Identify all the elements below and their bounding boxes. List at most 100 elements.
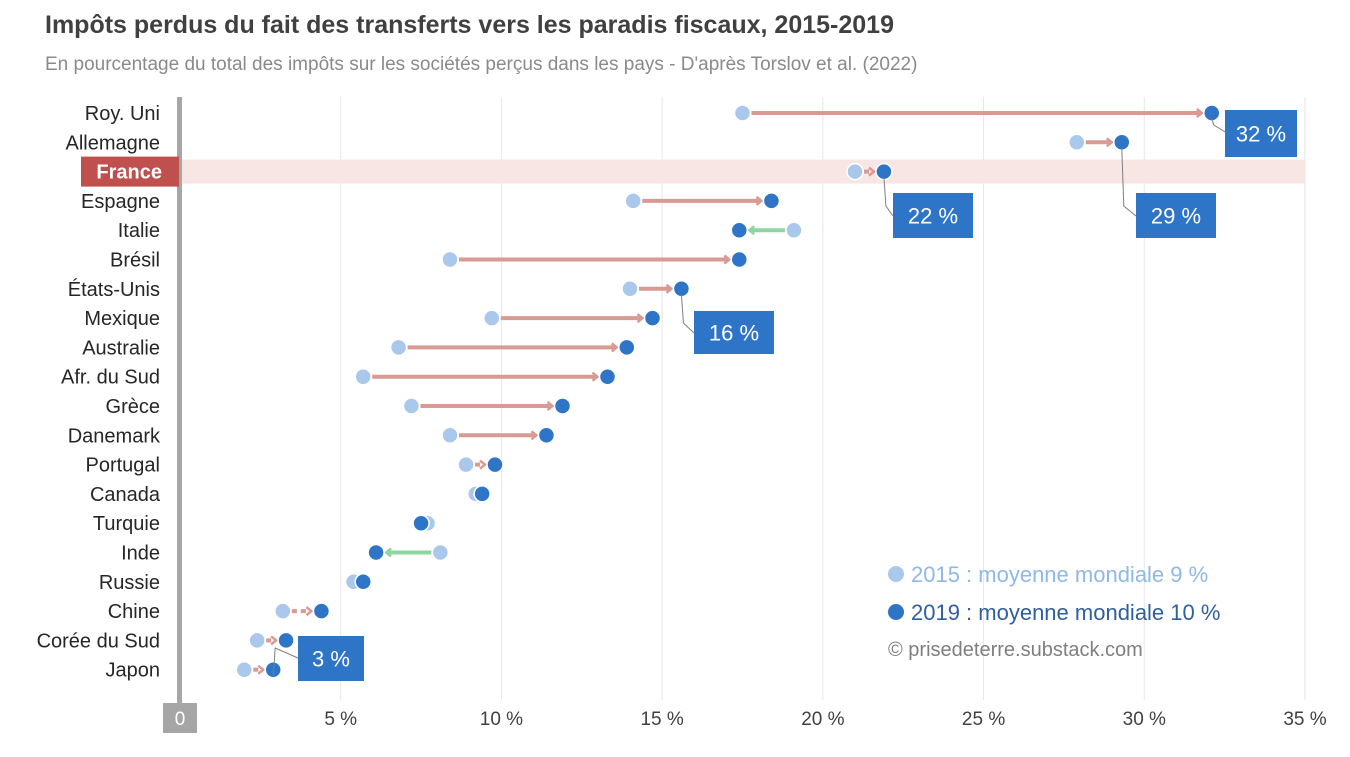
country-label: Allemagne	[65, 132, 160, 154]
point-2019	[875, 162, 893, 181]
point-2015	[457, 455, 475, 474]
callout-box	[893, 193, 973, 238]
point-2019	[672, 280, 691, 298]
point-2015	[624, 192, 642, 210]
legend-label-2019: 2019 : moyenne mondiale 10 %	[911, 600, 1220, 625]
highlight-band	[182, 159, 1305, 184]
arrow-head	[723, 254, 732, 265]
country-labels: Roy. Uni Allemagne France Espagne Italie Brés…	[37, 103, 179, 682]
x-axis-ticks: 0 5 % 10 % 15 % 20 % 25 % 30 % 35 %	[163, 703, 1327, 733]
arrow-head	[1106, 137, 1114, 148]
point-2015	[733, 104, 752, 122]
point-2019	[312, 602, 331, 620]
point-2015	[235, 660, 254, 679]
callout-label: 32 %	[1236, 122, 1286, 147]
point-2019	[486, 455, 504, 474]
point-2019	[473, 485, 491, 503]
point-2015	[402, 397, 421, 415]
legend-label-2015: 2015 : moyenne mondiale 9 %	[911, 562, 1208, 587]
country-label: États-Unis	[68, 278, 160, 301]
y-axis-line	[177, 97, 182, 703]
country-label: Afr. du Sud	[61, 367, 160, 389]
callout-box	[298, 636, 364, 681]
point-2019	[730, 250, 749, 269]
callout-leader	[1121, 148, 1137, 217]
country-label: Canada	[90, 484, 161, 506]
arrow-head	[665, 283, 674, 294]
country-label: Espagne	[81, 191, 160, 213]
arrow-head	[530, 430, 539, 441]
country-label: Australie	[82, 337, 160, 359]
point-2019	[618, 338, 636, 357]
legend-marker-2019	[888, 604, 904, 620]
tick-label: 10 %	[480, 709, 523, 730]
point-2015	[354, 367, 372, 386]
callout-label: 16 %	[709, 321, 759, 346]
legend-marker-2015	[888, 566, 904, 582]
country-label: France	[96, 162, 162, 184]
arrow-head	[270, 635, 279, 646]
callout-box	[1136, 193, 1216, 238]
point-2015	[621, 280, 639, 298]
callout-box	[694, 311, 774, 354]
country-label: Mexique	[84, 308, 160, 330]
point-2015	[441, 426, 459, 445]
point-2015	[1068, 133, 1086, 152]
tick-label: 5 %	[324, 709, 357, 730]
point-2019	[553, 397, 572, 415]
point-2015	[248, 631, 266, 650]
country-label: Russie	[99, 572, 160, 594]
legend: 2015 : moyenne mondiale 9 % 2019 : moyen…	[888, 562, 1220, 661]
highlight-band-row	[182, 159, 1305, 184]
highlight-label-box	[81, 156, 179, 187]
arrow-head	[755, 195, 764, 206]
point-2015	[389, 338, 408, 357]
point-2015	[274, 602, 292, 620]
point-2015	[785, 221, 803, 239]
arrow-head	[1196, 108, 1204, 118]
point-2019	[537, 426, 556, 445]
country-label: Roy. Uni	[85, 103, 160, 125]
zero-label-box	[163, 703, 197, 733]
tick-label: 25 %	[962, 709, 1005, 730]
country-label: Brésil	[110, 250, 160, 272]
country-label: Corée du Sud	[37, 630, 160, 652]
callout-box	[1225, 110, 1297, 157]
arrow-head	[868, 166, 876, 177]
point-2019	[762, 192, 781, 210]
point-2019	[1113, 133, 1131, 152]
tick-label: 20 %	[801, 709, 844, 730]
callouts: 32 % 29 % 22 % 16 % 3 %	[272, 110, 1297, 681]
point-2019	[354, 573, 372, 591]
country-label: Italie	[118, 220, 160, 242]
arrow-head	[747, 225, 756, 236]
dumbbell-marks	[235, 104, 1221, 679]
point-2019	[730, 221, 749, 239]
point-2015	[441, 250, 459, 269]
callout-label: 3 %	[312, 647, 350, 672]
point-2019	[367, 543, 385, 562]
arrow-head	[257, 664, 266, 675]
country-label: Japon	[106, 660, 161, 682]
callout-leader	[1211, 118, 1231, 136]
country-label: Inde	[121, 543, 160, 565]
arrow-head	[636, 313, 645, 324]
callout-leader	[272, 647, 299, 676]
arrow-head	[479, 459, 488, 470]
country-label: Grèce	[106, 396, 160, 418]
arrow-head	[591, 371, 600, 382]
point-2019	[412, 514, 430, 532]
country-label: Turquie	[93, 513, 160, 535]
arrow-head	[546, 401, 555, 411]
arrow-head	[305, 606, 314, 617]
point-2015	[431, 543, 450, 562]
chart-title: Impôts perdus du fait des transferts ver…	[45, 11, 894, 39]
country-label: Chine	[108, 601, 160, 623]
tick-label: 30 %	[1123, 709, 1166, 730]
point-2019	[598, 367, 617, 386]
tick-label: 0	[175, 709, 186, 730]
point-2019	[643, 309, 662, 327]
callout-leader	[680, 294, 695, 334]
point-2015	[846, 162, 864, 181]
